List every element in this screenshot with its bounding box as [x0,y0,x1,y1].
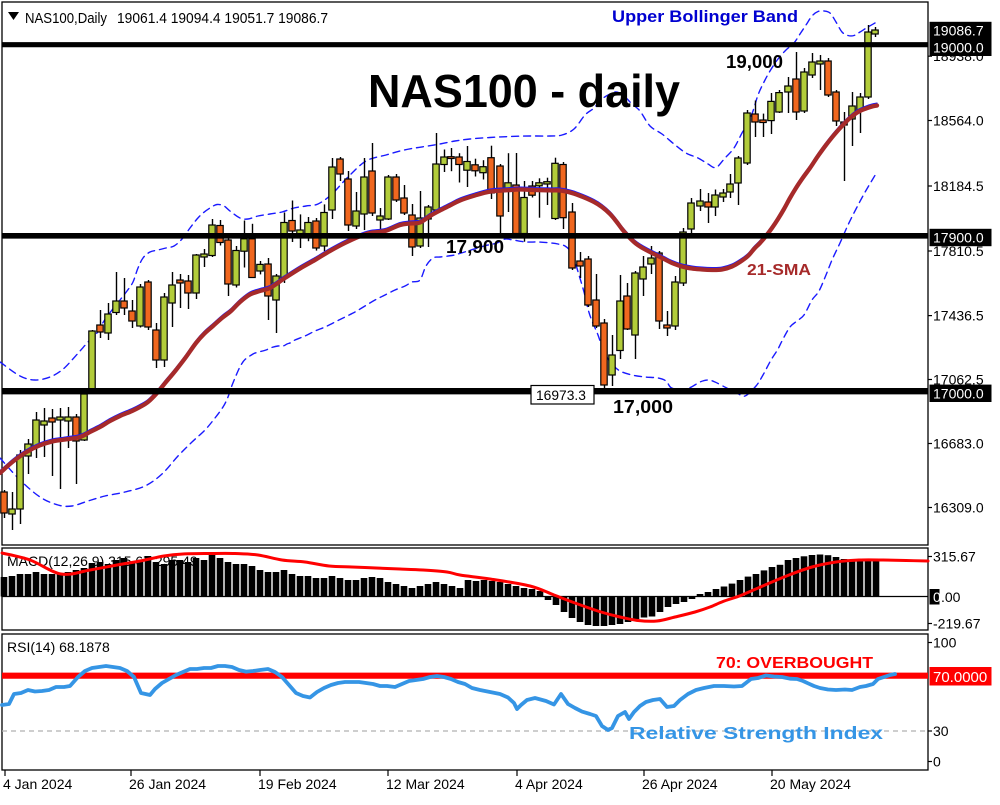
svg-text:NAS100,Daily: NAS100,Daily [25,10,107,27]
svg-text:NAS100 - daily: NAS100 - daily [368,65,680,117]
svg-text:18184.5: 18184.5 [933,178,984,194]
svg-text:21-SMA: 21-SMA [747,262,811,279]
svg-text:70: OVERBOUGHT: 70: OVERBOUGHT [716,655,873,672]
svg-text:-219.67: -219.67 [933,616,981,632]
svg-text:0: 0 [933,754,941,770]
svg-text:26 Jan 2024: 26 Jan 2024 [129,776,206,792]
svg-text:0: 0 [933,589,941,605]
svg-text:100: 100 [933,635,957,651]
svg-text:Upper Bollinger Band: Upper Bollinger Band [612,8,798,26]
svg-text:RSI(14) 68.1878: RSI(14) 68.1878 [7,639,110,655]
svg-text:17436.5: 17436.5 [933,308,984,324]
svg-text:16309.0: 16309.0 [933,500,984,516]
svg-text:17000.0: 17000.0 [933,385,984,401]
svg-text:.00: .00 [941,589,961,605]
svg-text:315.67: 315.67 [933,549,976,565]
svg-text:19 Feb 2024: 19 Feb 2024 [258,776,337,792]
svg-text:20 May 2024: 20 May 2024 [770,776,851,792]
svg-text:30: 30 [933,723,949,739]
svg-text:19,000: 19,000 [726,52,783,72]
svg-text:17062.5: 17062.5 [933,372,984,388]
svg-text:19061.4 19094.4 19051.7 19086.: 19061.4 19094.4 19051.7 19086.7 [117,10,328,27]
svg-text:26 Apr 2024: 26 Apr 2024 [642,776,718,792]
svg-text:4 Jan 2024: 4 Jan 2024 [3,776,72,792]
svg-text:17,000: 17,000 [613,397,673,417]
svg-text:4 Apr 2024: 4 Apr 2024 [515,776,583,792]
svg-text:16973.3: 16973.3 [536,388,586,403]
svg-text:19086.7: 19086.7 [933,23,984,39]
svg-text:12 Mar 2024: 12 Mar 2024 [386,776,465,792]
svg-text:17900.0: 17900.0 [933,230,984,246]
svg-text:Relative Strength Index: Relative Strength Index [629,723,883,743]
svg-text:19000.0: 19000.0 [933,39,984,55]
svg-text:17810.5: 17810.5 [933,243,984,259]
svg-text:70.0000: 70.0000 [933,669,987,686]
svg-text:17,900: 17,900 [446,237,504,257]
svg-text:16683.0: 16683.0 [933,436,984,452]
svg-text:18564.0: 18564.0 [933,113,984,129]
